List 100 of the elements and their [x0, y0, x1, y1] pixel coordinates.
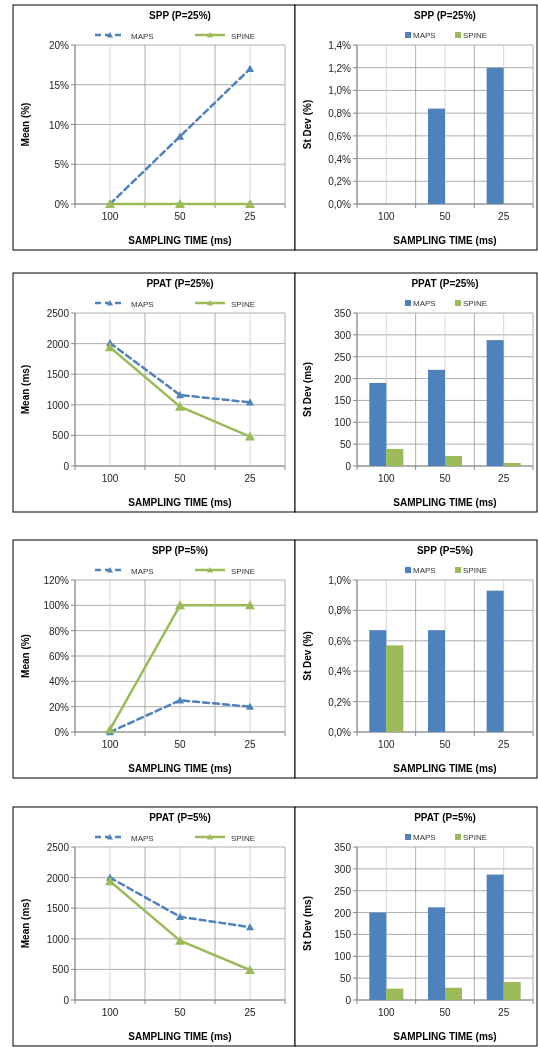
y-tick-label: 2000: [46, 338, 70, 350]
y-tick-label: 20%: [48, 40, 70, 51]
y-tick-label: 2500: [46, 842, 70, 853]
x-axis-title: SAMPLING TIME (ms): [128, 1031, 232, 1042]
legend-label: MAPS: [131, 299, 154, 309]
y-tick-label: 150: [334, 395, 352, 407]
x-tick-label: 100: [101, 473, 119, 484]
x-tick-label: 25: [498, 739, 510, 750]
y-tick-label: 0: [63, 995, 70, 1006]
y-tick-label: 100%: [43, 600, 70, 612]
x-tick-label: 50: [439, 473, 451, 484]
y-tick-label: 1000: [46, 933, 70, 945]
x-tick-label: 50: [439, 739, 451, 750]
y-tick-label: 1,0%: [328, 85, 352, 97]
y-tick-label: 60%: [48, 651, 70, 662]
y-tick-label: 0: [345, 461, 352, 472]
y-tick-label: 0,4%: [328, 153, 352, 165]
y-tick-label: 1500: [46, 369, 70, 381]
x-tick-label: 50: [174, 473, 186, 484]
x-tick-label: 25: [498, 1007, 510, 1018]
chart-title: PPAT (P=25%): [146, 278, 214, 289]
y-tick-label: 0,0%: [328, 199, 352, 210]
y-tick-label: 1500: [46, 903, 70, 915]
y-tick-label: 50: [339, 973, 352, 985]
legend-label: SPINE: [463, 31, 488, 40]
y-tick-label: 0,2%: [328, 696, 352, 708]
y-tick-label: 20%: [48, 701, 70, 713]
y-tick-label: 500: [52, 430, 70, 442]
legend-label: SPINE: [231, 31, 256, 41]
y-axis-title: St Dev (%): [302, 631, 313, 681]
x-tick-label: 25: [498, 211, 510, 222]
y-tick-label: 15%: [48, 79, 70, 91]
y-tick-label: 0,6%: [328, 635, 352, 647]
x-tick-label: 100: [377, 473, 396, 484]
y-tick-label: 0,8%: [328, 108, 352, 120]
legend-label: SPINE: [231, 566, 256, 576]
chart-title: SPP (P=25%): [414, 10, 476, 21]
y-tick-label: 0: [63, 461, 70, 472]
y-tick-label: 250: [334, 885, 352, 897]
x-tick-label: 25: [244, 739, 256, 750]
x-tick-label: 25: [244, 1007, 256, 1018]
x-tick-label: 25: [244, 473, 256, 484]
y-tick-label: 0: [345, 995, 352, 1006]
legend-label: MAPS: [413, 31, 436, 40]
x-tick-label: 50: [439, 1007, 451, 1018]
legend-label: MAPS: [131, 31, 154, 41]
y-tick-label: 1,0%: [328, 575, 352, 586]
legend-label: SPINE: [463, 833, 488, 842]
chart-title: SPP (P=5%): [151, 545, 209, 556]
x-tick-label: 100: [101, 739, 119, 750]
y-tick-label: 100: [334, 417, 352, 429]
y-axis-title: Mean (ms): [20, 898, 31, 949]
y-tick-label: 50: [339, 439, 352, 451]
y-tick-label: 200: [334, 373, 352, 385]
chart-title: PPAT (P=5%): [414, 812, 476, 823]
x-tick-label: 50: [439, 211, 451, 222]
y-tick-label: 1,2%: [328, 62, 352, 74]
y-tick-label: 300: [334, 329, 352, 341]
y-tick-label: 120%: [43, 575, 70, 586]
y-tick-label: 0,2%: [328, 176, 352, 188]
legend-label: MAPS: [413, 833, 436, 842]
y-tick-label: 350: [334, 842, 352, 853]
y-axis-title: St Dev (%): [302, 99, 313, 150]
y-tick-label: 80%: [48, 625, 70, 637]
y-tick-label: 1,4%: [328, 40, 352, 51]
y-tick-label: 500: [52, 964, 70, 976]
legend-label: SPINE: [231, 833, 256, 843]
legend-label: SPINE: [463, 566, 488, 575]
legend-label: MAPS: [413, 299, 436, 308]
x-tick-label: 25: [498, 473, 510, 484]
chart-title: SPP (P=5%): [416, 545, 474, 556]
x-tick-label: 100: [377, 739, 396, 750]
chart-title: PPAT (P=5%): [149, 812, 211, 823]
x-axis-title: SAMPLING TIME (ms): [128, 763, 232, 774]
x-axis-title: SAMPLING TIME (ms): [393, 497, 497, 508]
x-tick-label: 50: [174, 739, 186, 750]
x-axis-title: SAMPLING TIME (ms): [128, 497, 232, 508]
y-tick-label: 100: [334, 951, 352, 963]
legend-label: SPINE: [463, 299, 488, 308]
y-tick-label: 2500: [46, 308, 70, 319]
x-axis-title: SAMPLING TIME (ms): [393, 1031, 497, 1042]
x-tick-label: 100: [377, 1007, 396, 1018]
y-axis-title: Mean (ms): [20, 364, 31, 415]
y-tick-label: 0,8%: [328, 605, 352, 617]
x-tick-label: 100: [101, 1007, 119, 1018]
legend-label: SPINE: [231, 299, 256, 309]
x-tick-label: 50: [174, 211, 186, 222]
y-tick-label: 0%: [54, 199, 70, 210]
y-axis-title: Mean (%): [20, 102, 31, 147]
y-tick-label: 0%: [54, 727, 70, 738]
chart-title: SPP (P=25%): [149, 10, 211, 21]
y-tick-label: 350: [334, 308, 352, 319]
y-tick-label: 1000: [46, 399, 70, 411]
y-axis-title: St Dev (ms): [302, 361, 313, 418]
x-axis-title: SAMPLING TIME (ms): [128, 235, 232, 246]
y-tick-label: 200: [334, 907, 352, 919]
y-axis-title: Mean (%): [20, 634, 31, 678]
chart-title: PPAT (P=25%): [411, 278, 479, 289]
legend-label: MAPS: [131, 566, 154, 576]
y-tick-label: 5%: [54, 159, 70, 171]
